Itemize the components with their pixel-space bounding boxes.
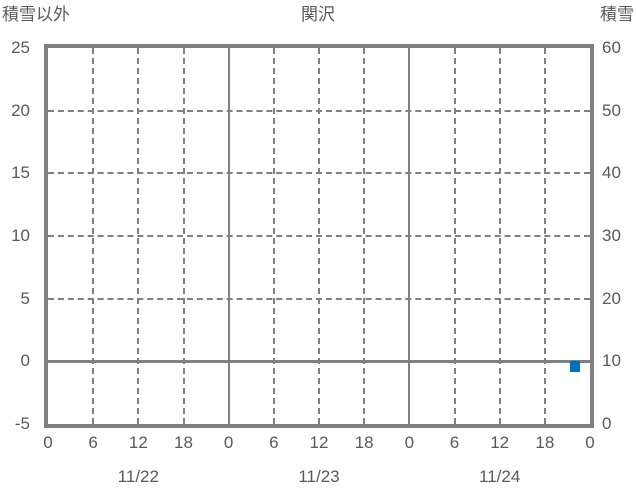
x-axis-date-label: 11/23 [298,467,340,486]
left-axis-tick-label: 15 [11,163,30,183]
left-axis-tick-label: -5 [14,414,30,433]
left-axis-tick-label: 20 [11,100,30,120]
x-axis-date-label: 11/22 [117,467,159,486]
vertical-gridline [498,48,501,424]
x-axis-tick-label: 6 [449,433,460,452]
x-axis-tick-label: 6 [269,433,279,452]
vertical-gridline [272,48,275,424]
x-axis-tick-label: 0 [404,433,415,452]
left-axis-tick-label: 10 [11,226,30,245]
right-axis-tick-label: 20 [602,288,621,308]
vertical-gridline [363,48,366,424]
day-boundary-line [227,48,230,424]
left-axis-title: 積雪以外 [2,5,70,24]
vertical-gridline [137,48,140,424]
right-axis-tick-label: 0 [602,414,612,433]
vertical-gridline [318,48,320,424]
x-axis-tick-label: 12 [128,433,148,452]
right-axis-tick-label: 40 [602,163,621,183]
x-axis-date-label: 11/24 [479,467,521,486]
x-axis-tick-label: 0 [43,433,53,452]
x-axis-tick-label: 0 [223,433,234,452]
left-axis-tick-label: 5 [20,288,30,308]
right-axis-tick-label: 30 [602,226,621,245]
plot-area [44,44,594,428]
right-axis-tick-label: 60 [602,38,621,57]
left-axis-tick-label: 25 [11,38,30,57]
x-axis-tick-label: 18 [174,433,193,452]
vertical-gridline [453,48,456,424]
data-point-marker[interactable] [569,360,580,372]
plot-inner [48,48,590,424]
right-axis-tick-label: 10 [602,351,621,371]
vertical-gridline [92,48,95,424]
chart-title: 関沢 [301,5,335,24]
x-axis-tick-label: 18 [354,433,374,452]
x-axis-tick-label: 12 [490,433,510,452]
day-boundary-line [408,48,411,424]
vertical-gridline [182,48,185,424]
x-axis-tick-label: 0 [585,433,595,452]
left-axis-tick-label: 0 [20,351,30,371]
x-axis-tick-label: 12 [309,433,329,452]
x-axis-tick-label: 6 [88,433,98,452]
right-axis-tick-label: 50 [602,100,621,120]
x-axis-tick-label: 18 [535,433,555,452]
vertical-gridline [543,48,546,424]
right-axis-title: 積雪 [600,5,634,24]
